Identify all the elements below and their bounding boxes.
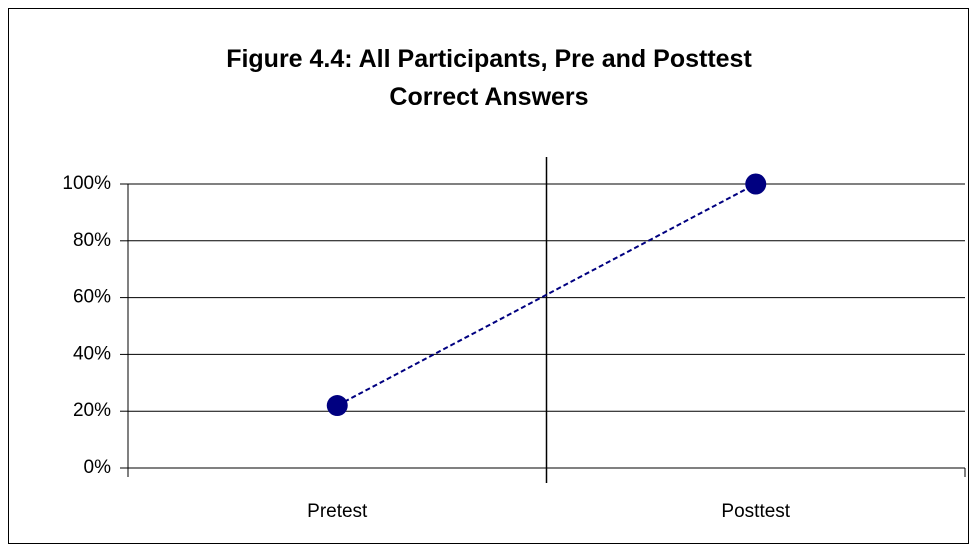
y-tick-label: 0% [84, 457, 112, 478]
y-tick-label: 80% [73, 230, 111, 251]
y-tick-label: 100% [62, 173, 111, 194]
chart-border [8, 8, 969, 544]
data-point [745, 173, 767, 195]
y-tick-label: 40% [73, 343, 111, 364]
y-tick-label: 20% [73, 400, 111, 421]
x-tick-label: Pretest [307, 501, 368, 522]
series-line [336, 183, 757, 407]
chart-title: Figure 4.4: All Participants, Pre and Po… [226, 45, 752, 111]
data-point [326, 395, 348, 417]
x-tick-label: Posttest [721, 501, 790, 522]
y-tick-label: 60% [73, 287, 111, 308]
